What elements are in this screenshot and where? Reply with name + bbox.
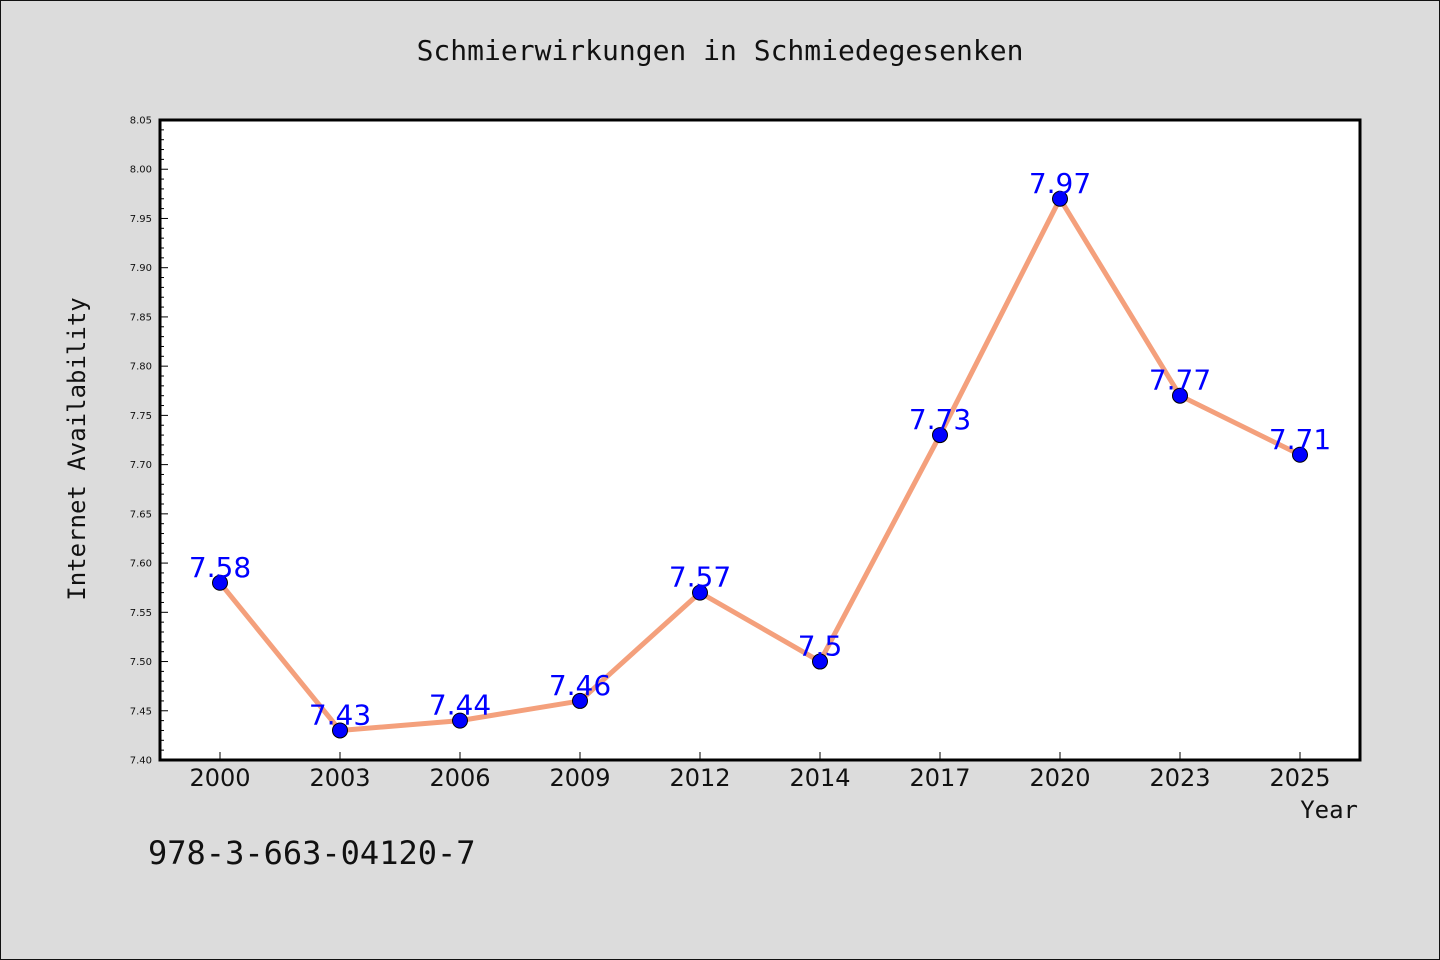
x-tick-label: 2012 (669, 764, 730, 792)
data-point (1292, 446, 1308, 463)
series-group: 7.58 7.43 7.44 7.46 7.57 7.5 7.73 7.97 7.77 7.71 (189, 167, 1331, 739)
x-tick-label: 2006 (429, 764, 490, 792)
x-tick-label: 2025 (1269, 764, 1330, 792)
x-tick-label: 2020 (1029, 764, 1090, 792)
y-tick-label: 7.55 (130, 608, 152, 619)
y-tick-label: 7.70 (130, 460, 152, 471)
data-label: 7.58 (189, 551, 251, 584)
y-tick-label: 8.05 (130, 116, 152, 127)
x-ticks: 2000 2003 2006 2009 2012 2014 2017 2020 2023 2025 (189, 752, 1331, 792)
data-point (212, 574, 228, 591)
data-label: 7.77 (1149, 364, 1211, 397)
data-point (1172, 387, 1188, 404)
data-label: 7.44 (429, 689, 491, 722)
data-label: 7.97 (1029, 167, 1091, 200)
y-ticks: 7.40 7.45 7.50 7.55 7.60 7.65 7.70 7.75 7.80 7.85… (130, 116, 168, 767)
x-tick-label: 2000 (189, 764, 250, 792)
plot-area (160, 120, 1360, 760)
series-line (217, 196, 1303, 733)
data-label: 7.43 (309, 698, 371, 731)
x-tick-label: 2023 (1149, 764, 1210, 792)
data-point (812, 653, 828, 670)
y-tick-label: 7.50 (130, 657, 152, 668)
x-tick-label: 2014 (789, 764, 850, 792)
y-tick-label: 7.75 (130, 411, 152, 422)
x-tick-label: 2003 (309, 764, 370, 792)
data-point (332, 722, 348, 739)
data-label: 7.73 (909, 403, 971, 436)
data-point (932, 427, 948, 444)
data-point (452, 712, 468, 729)
data-label: 7.71 (1269, 423, 1331, 456)
y-tick-label: 7.95 (130, 214, 152, 225)
data-label: 7.57 (669, 561, 731, 594)
y-tick-label: 7.80 (130, 362, 152, 373)
y-tick-label: 8.00 (130, 165, 152, 176)
y-tick-label: 7.90 (130, 263, 152, 274)
isbn-label: 978-3-663-04120-7 (148, 834, 476, 872)
data-point (692, 584, 708, 601)
x-tick-label: 2009 (549, 764, 610, 792)
chart-title: Schmierwirkungen in Schmiedegesenken (416, 34, 1024, 67)
data-label: 7.5 (798, 630, 843, 663)
x-axis-label: Year (1300, 796, 1358, 824)
y-tick-label: 7.85 (130, 312, 152, 323)
y-tick-label: 7.60 (130, 559, 152, 570)
x-tick-label: 2017 (909, 764, 970, 792)
y-tick-label: 7.65 (130, 509, 152, 520)
plot-border (158, 118, 1362, 762)
data-point (1052, 190, 1068, 207)
y-tick-label: 7.45 (130, 706, 152, 717)
y-tick-label: 7.40 (130, 756, 152, 767)
data-point (572, 692, 588, 709)
data-label: 7.46 (549, 669, 611, 702)
